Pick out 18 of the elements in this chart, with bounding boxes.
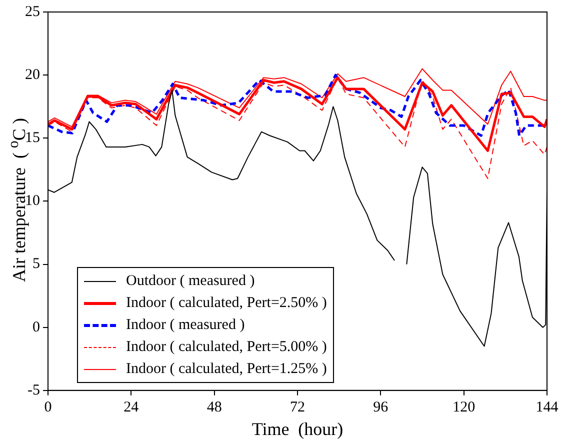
x-tick-label: 144: [536, 399, 559, 416]
x-tick-label: 96: [373, 399, 389, 416]
x-axis-title: Time (hour): [252, 418, 344, 439]
y-tick-label: 20: [25, 67, 40, 84]
y-tick-label: 0: [32, 319, 40, 336]
x-tick-label: 24: [124, 399, 140, 416]
legend-label: Indoor ( calculated, Pert=2.50% ): [126, 294, 327, 313]
y-tick-label: 25: [25, 4, 40, 20]
x-tick-label: 48: [206, 399, 222, 416]
legend-label: Outdoor ( measured ): [126, 272, 255, 291]
y-tick-label: -5: [28, 382, 40, 398]
y-tick-label: 5: [32, 256, 40, 272]
legend-label: Indoor ( measured ): [126, 316, 245, 335]
x-tick-label: 120: [452, 399, 476, 416]
legend-label: Indoor ( calculated, Pert=5.00% ): [126, 338, 327, 357]
x-tick-label: 0: [44, 399, 52, 416]
x-tick-label: 72: [290, 399, 305, 416]
legend-label: Indoor ( calculated, Pert=1.25% ): [126, 360, 327, 379]
